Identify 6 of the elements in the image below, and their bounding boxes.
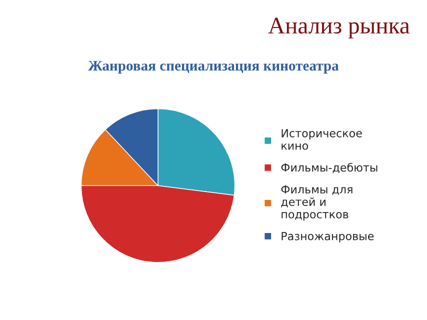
legend-label: Фильмы для детей и подростков <box>281 185 352 221</box>
chart-subtitle: Жанровая специализация кинотеатра <box>88 60 339 74</box>
legend-label: Историческое кино <box>282 129 362 150</box>
legend-label: Фильмы-дебюты <box>281 162 378 174</box>
legend-label: Разножанровые <box>282 232 374 242</box>
chart-title: Анализ рынка <box>268 18 410 38</box>
